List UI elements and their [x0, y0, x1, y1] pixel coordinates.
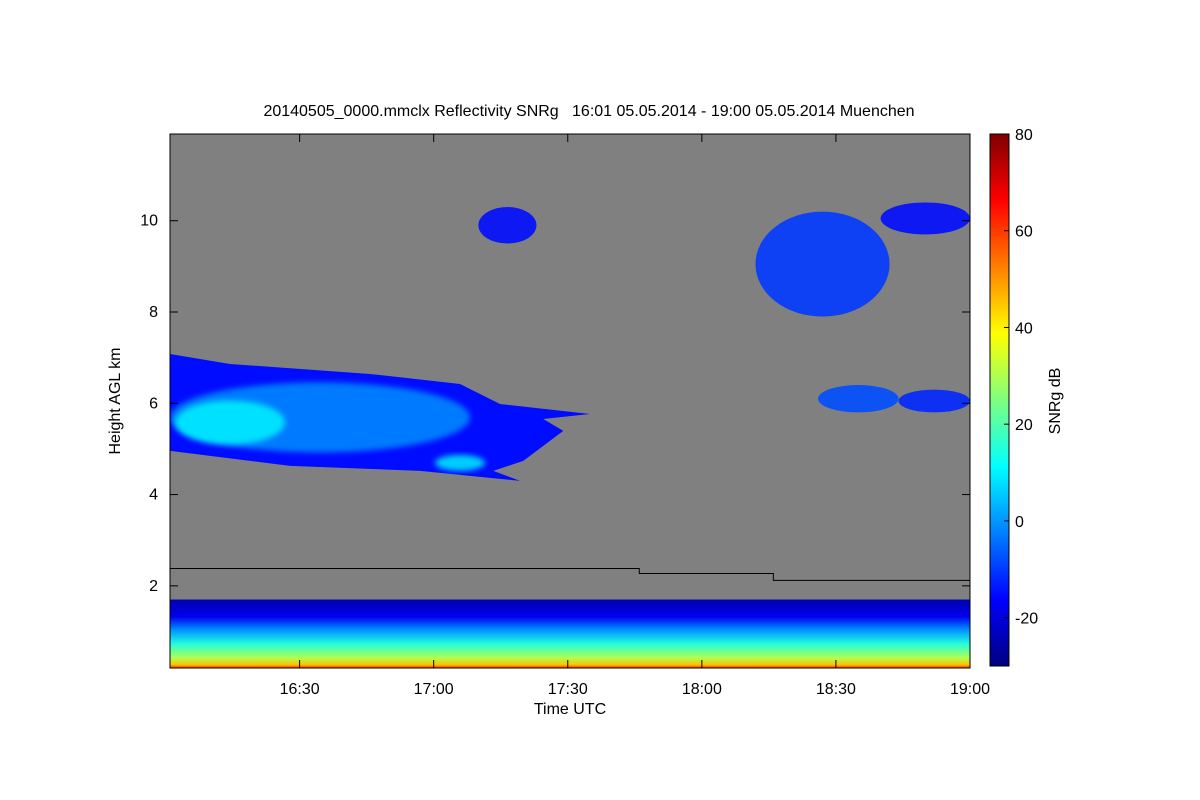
- colorbar-tick-label: 80: [1015, 127, 1033, 144]
- colorbar-ticks: -20 0 20 40 60 80: [1004, 127, 1038, 628]
- colorbar-label: SNRg dB: [1047, 368, 1064, 435]
- y-tick-label: 10: [140, 213, 158, 230]
- cloud-patch: [755, 211, 890, 317]
- x-tick-label: 18:30: [816, 681, 856, 698]
- x-tick-label: 16:30: [280, 681, 320, 698]
- overlay-line-group: [170, 568, 970, 581]
- colorbar-tick-label: 0: [1015, 514, 1024, 531]
- cloud-layer: [170, 353, 590, 481]
- axis-ticks: 16:30 17:00 17:30 18:00 18:30 19:00 2 4 6 8 10: [140, 134, 990, 698]
- x-axis-label: Time UTC: [534, 701, 606, 718]
- cloud-fall-streak: [435, 454, 485, 471]
- boundary-layer: [170, 599, 970, 668]
- colorbar: [989, 133, 1010, 667]
- x-tick-label: 18:00: [682, 681, 722, 698]
- y-tick-label: 2: [149, 578, 158, 595]
- colorbar-tick-label: 20: [1015, 417, 1033, 434]
- colorbar-tick-label: -20: [1015, 611, 1038, 628]
- y-tick-label: 4: [149, 487, 158, 504]
- plot-features: [170, 202, 970, 668]
- cloud-patch: [898, 389, 970, 413]
- x-tick-label: 19:00: [950, 681, 990, 698]
- x-tick-label: 17:00: [414, 681, 454, 698]
- y-axis-label: Height AGL km: [107, 347, 124, 454]
- chart-title: 20140505_0000.mmclx Reflectivity SNRg 16…: [263, 103, 914, 120]
- boundary-layer-band: [170, 599, 970, 668]
- y-tick-label: 8: [149, 304, 158, 321]
- cloud-patch: [818, 385, 899, 413]
- cloud-core-bright: [175, 400, 285, 445]
- overlay-line: [170, 568, 970, 581]
- plot-frame: [169, 133, 971, 669]
- cloud-patch: [880, 202, 970, 235]
- cloud-patch: [478, 207, 537, 244]
- x-tick-label: 17:30: [548, 681, 588, 698]
- colorbar-tick-label: 40: [1015, 320, 1033, 337]
- colorbar-tick-label: 60: [1015, 224, 1033, 241]
- y-tick-label: 6: [149, 395, 158, 412]
